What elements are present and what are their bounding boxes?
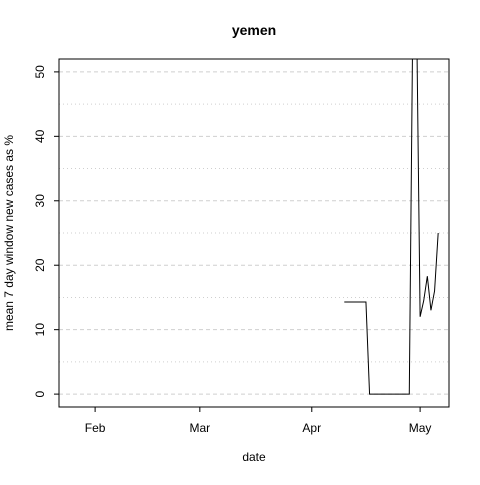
series-line <box>344 59 439 395</box>
y-tick-label: 50 <box>33 65 47 79</box>
y-tick-label: 10 <box>33 323 47 337</box>
y-tick-label: 20 <box>33 258 47 272</box>
series-lines <box>59 59 439 395</box>
y-tick-label: 30 <box>33 194 47 208</box>
plot-frame <box>58 58 450 408</box>
x-axis-label: date <box>242 450 266 464</box>
y-axis-label: mean 7 day window new cases as % <box>2 135 16 331</box>
x-tick-label: Feb <box>85 421 106 435</box>
x-tick-label: Apr <box>302 421 321 435</box>
x-tick-label: May <box>409 421 432 435</box>
x-axis: Feb Mar Apr May <box>85 407 432 435</box>
y-tick-label: 0 <box>33 390 47 397</box>
y-axis: 0 10 20 30 40 50 <box>33 65 59 397</box>
x-tick-label: Mar <box>189 421 210 435</box>
grid-lines <box>59 71 449 395</box>
y-tick-label: 40 <box>33 129 47 143</box>
chart-title: yemen <box>232 22 276 38</box>
